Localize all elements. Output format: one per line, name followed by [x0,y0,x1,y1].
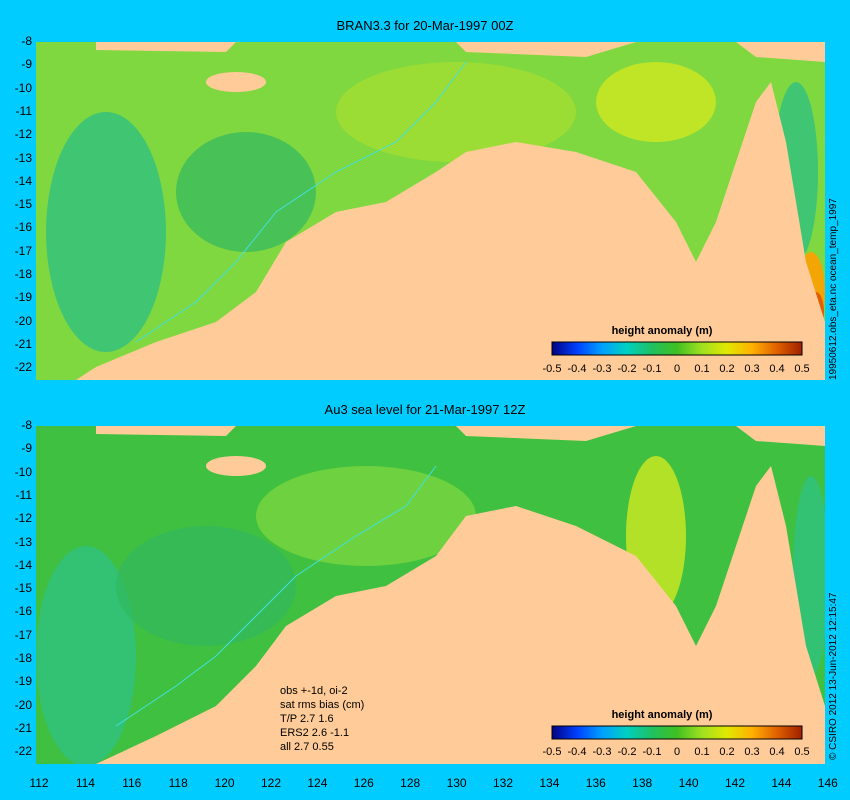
australia-land-2 [36,466,825,764]
y-tick-label: -16 [14,604,32,619]
colorbar-tick-label: -0.3 [592,746,612,758]
colorbar-tick-label: 0.2 [719,746,735,758]
y-tick-label: -17 [14,627,32,642]
x-tick-label: 144 [771,776,792,790]
y-tick-label: -12 [14,127,32,142]
x-tick-label: 146 [817,776,838,790]
y-tick-label: -15 [14,581,32,596]
x-tick-label: 136 [585,776,606,790]
x-tick-label: 134 [539,776,560,790]
y-tick-label: -21 [14,336,32,351]
colorbar-tick-label: -0.2 [617,363,637,375]
colorbar-1 [551,341,803,356]
y-tick-label: -22 [14,360,32,375]
colorbar-tick-label: -0.5 [542,363,562,375]
y-tick-label: -11 [15,103,32,118]
y-tick-label: -18 [14,651,32,665]
y-tick-label: -20 [14,313,32,328]
y-tick-label: -15 [14,197,32,212]
y-tick-label: -21 [14,720,32,735]
colorbar-tick-label: -0.5 [542,746,562,758]
x-tick-label: 124 [307,776,328,790]
australia-land [36,82,825,380]
colorbar-tick-label: 0 [673,363,681,375]
note-line: T/P 2.7 1.6 [280,713,334,725]
colorbar-2-title: height anomaly (m) [611,709,713,721]
y-tick-label: -8 [21,418,32,432]
colorbar-tick-label: 0.4 [769,746,785,758]
colorbar-tick-label: -0.4 [567,363,587,375]
y-tick-label: -20 [14,697,32,712]
x-tick-label: 116 [122,776,142,790]
colorbar-tick-label: 0.3 [744,363,760,375]
y-tick-label: -19 [14,290,32,305]
panel-1-title: BRAN3.3 for 20-Mar-1997 00Z [336,18,514,33]
panel-2-title: Au3 sea level for 21-Mar-1997 12Z [324,402,526,417]
map-panel-2 [36,426,825,764]
x-tick-label: 132 [492,776,514,790]
x-tick-label: 122 [260,776,282,790]
y-tick-label: -12 [14,511,32,526]
colorbar-tick-label: -0.3 [592,363,612,375]
colorbar-2 [551,725,803,740]
side-label-bottom: © CSIRO 2012 13-Jun-2012 12:15:47 [828,592,839,760]
colorbar-tick-label: -0.1 [642,746,662,758]
islands-2 [96,426,825,446]
map-2-svg [36,426,825,764]
y-tick-label: -10 [14,464,32,479]
map-panel-1 [36,42,825,380]
colorbar-tick-label: -0.4 [567,746,587,758]
x-tick-label: 118 [168,776,188,790]
note-line: all 2.7 0.55 [280,741,334,753]
colorbar-tick-label: -0.2 [617,746,637,758]
y-tick-label: -8 [21,34,32,48]
colorbar-tick-label: -0.1 [642,363,662,375]
x-tick-label: 120 [214,776,235,790]
colorbar-tick-label: 0.4 [769,363,785,375]
colorbar-tick-label: 0.5 [794,363,810,375]
x-tick-label: 140 [678,776,699,790]
y-tick-label: -19 [14,674,32,689]
y-tick-label: -9 [21,57,32,72]
colorbar-tick-label: 0.2 [719,363,735,375]
x-tick-label: 128 [400,776,421,790]
colorbar-tick-label: 0 [673,746,681,758]
colorbar-tick-label: 0.1 [694,746,710,758]
x-tick-label: 138 [632,776,653,790]
shelf-contour [135,61,467,343]
colorbar-1-title: height anomaly (m) [611,325,713,337]
y-tick-label: -18 [14,267,32,281]
x-tick-label: 112 [29,776,49,790]
note-line: ERS2 2.6 -1.1 [280,727,350,739]
x-tick-label: 114 [75,776,95,790]
map-1-svg [36,42,825,380]
y-tick-label: -13 [14,150,32,165]
x-tick-label: 126 [353,776,374,790]
y-tick-label: -13 [14,534,32,549]
side-label-top: 19950612.obs_eta.nc ocean_temp_1997 [828,198,839,380]
shelf-contour-2 [115,465,437,727]
colorbar-tick-label: 0.3 [744,746,760,758]
note-line: sat rms bias (cm) [280,699,365,711]
y-tick-label: -10 [14,80,32,95]
y-tick-label: -22 [14,744,32,759]
x-tick-label: 130 [446,776,467,790]
obs-notes: obs +-1d, oi-2 sat rms bias (cm) T/P 2.7… [280,684,364,754]
y-tick-label: -17 [14,243,32,258]
y-tick-label: -16 [14,220,32,235]
y-tick-label: -11 [15,487,32,502]
x-tick-label: 142 [724,776,746,790]
y-tick-label: -14 [14,557,32,572]
note-line: obs +-1d, oi-2 [280,685,348,697]
colorbar-tick-label: 0.1 [694,363,710,375]
y-tick-label: -14 [14,173,32,188]
y-tick-label: -9 [21,441,32,456]
islands [96,42,825,62]
colorbar-tick-label: 0.5 [794,746,810,758]
